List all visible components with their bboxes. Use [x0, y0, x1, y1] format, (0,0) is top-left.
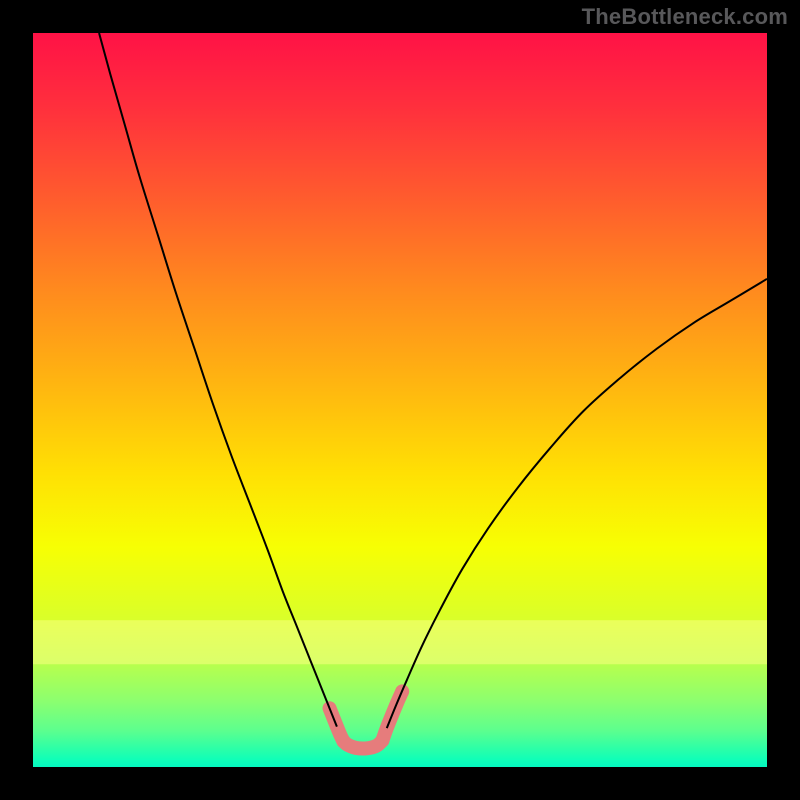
yellow-band: [33, 620, 767, 664]
watermark-text: TheBottleneck.com: [582, 4, 788, 30]
bottleneck-chart: [0, 0, 800, 800]
